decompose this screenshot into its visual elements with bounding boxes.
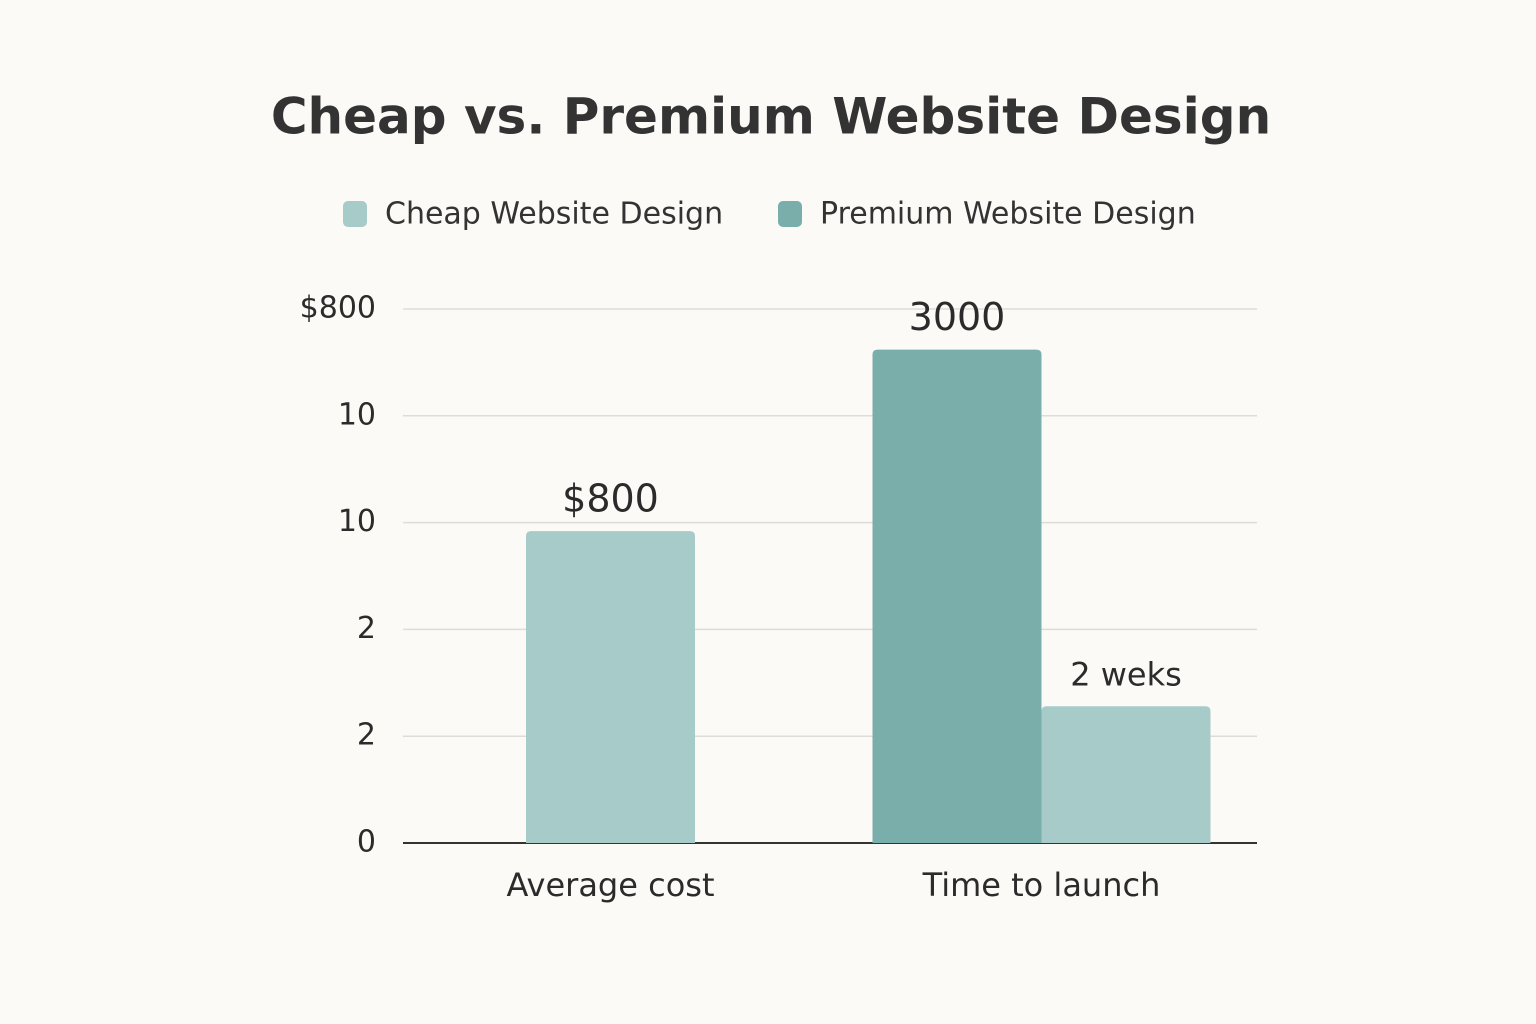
data-label: 2 weks [1070, 655, 1182, 693]
legend-label: Premium Website Design [820, 197, 1196, 232]
bar [526, 531, 695, 843]
y-tick-label: 10 [338, 397, 376, 432]
y-tick-label: 0 [357, 825, 376, 860]
legend-swatch [343, 201, 367, 227]
y-tick-label: 10 [338, 504, 376, 539]
legend-label: Cheap Website Design [385, 197, 723, 232]
y-tick-label: 2 [357, 718, 376, 753]
chart-title: Cheap vs. Premium Website Design [271, 88, 1271, 146]
y-tick-label: 2 [357, 611, 376, 646]
legend-swatch [778, 201, 802, 227]
x-tick-label: Average cost [507, 866, 715, 904]
x-tick-label: Time to launch [922, 866, 1161, 904]
y-tick-label: $800 [300, 291, 376, 326]
bar [1041, 706, 1211, 843]
bar [872, 349, 1042, 843]
data-label: $800 [562, 477, 659, 521]
data-label: 3000 [909, 295, 1006, 339]
